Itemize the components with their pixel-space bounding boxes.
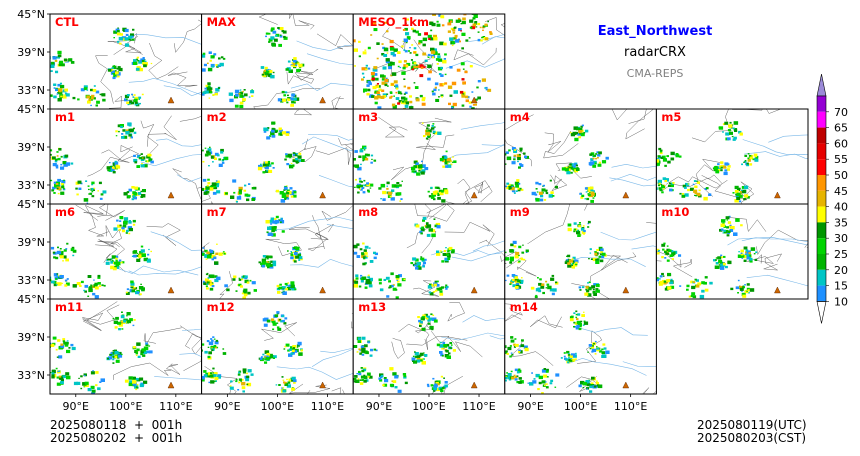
- colorbar-segment: [817, 222, 826, 239]
- map-panel: m12: [201, 298, 354, 395]
- colorbar: 10 15 20 25 30 35 40 45 50 55 60 65 70: [816, 73, 848, 324]
- lon-tick-label: 90°E: [366, 400, 392, 413]
- colorbar-segment: [817, 190, 826, 207]
- colorbar-tick-label: 45: [834, 185, 848, 198]
- lon-tick-label: 100°E: [564, 400, 597, 413]
- lat-tick-label: 45°N: [17, 198, 45, 211]
- panel-label: m11: [55, 300, 83, 314]
- lat-tick-label: 39°N: [17, 331, 45, 344]
- map-panel: m10: [655, 203, 809, 300]
- lat-tick-label: 45°N: [17, 103, 45, 116]
- lat-tick-label: 33°N: [17, 84, 45, 97]
- panel-label: m5: [661, 110, 681, 124]
- map-panel: m3: [352, 108, 506, 205]
- panel-label: MESO_1km: [358, 15, 429, 30]
- lat-tick-label: 39°N: [17, 236, 45, 249]
- colorbar-tick-label: 60: [834, 137, 848, 150]
- map-panel: m6: [49, 203, 203, 300]
- lon-tick-label: 100°E: [109, 400, 142, 413]
- lat-tick-label: 45°N: [17, 8, 45, 21]
- lon-tick-label: 90°E: [63, 400, 89, 413]
- product-title: radarCRX: [624, 45, 686, 60]
- panel-label: m4: [510, 110, 530, 124]
- panel-grid: CTL MAX MESO_1km m1 m2 m3 m4 m5 m6 m7 m8 m9 m10 m11 m1…: [49, 13, 809, 395]
- panel-label: m8: [358, 205, 378, 219]
- colorbar-segment: [817, 238, 826, 254]
- lon-tick-label: 110°E: [462, 400, 495, 413]
- region-title: East_Northwest: [597, 24, 713, 39]
- init-cst: 2025080202 + 001h: [50, 431, 183, 445]
- colorbar-segment: [817, 206, 826, 223]
- map-panel: m13: [352, 298, 506, 395]
- lon-tick-label: 110°E: [614, 400, 647, 413]
- map-panel: m11: [49, 298, 203, 395]
- colorbar-tick-label: 10: [834, 295, 848, 308]
- map-panel: m7: [201, 203, 354, 300]
- colorbar-tick-label: 40: [834, 201, 848, 214]
- panel-label: m14: [510, 300, 538, 314]
- panel-label: m9: [510, 205, 530, 219]
- colorbar-segment: [817, 175, 826, 191]
- colorbar-segment: [817, 159, 826, 175]
- init-utc: 2025080118 + 001h: [50, 418, 183, 432]
- colorbar-tick-label: 35: [834, 216, 848, 229]
- lon-tick-label: 100°E: [412, 400, 445, 413]
- colorbar-segment: [817, 127, 826, 144]
- valid-utc: 2025080119(UTC): [697, 418, 807, 432]
- colorbar-tick-label: 55: [834, 153, 848, 166]
- lat-tick-label: 39°N: [17, 46, 45, 59]
- panel-label: m12: [207, 300, 235, 314]
- lat-tick-label: 33°N: [17, 369, 45, 382]
- lat-tick-label: 33°N: [17, 179, 45, 192]
- lon-tick-label: 100°E: [261, 400, 294, 413]
- panel-label: m1: [55, 110, 75, 124]
- lon-tick-label: 110°E: [311, 400, 344, 413]
- colorbar-tick-label: 65: [834, 122, 848, 135]
- lat-tick-label: 45°N: [17, 293, 45, 306]
- valid-cst: 2025080203(CST): [697, 431, 807, 445]
- colorbar-segment: [817, 96, 826, 112]
- lon-tick-label: 90°E: [214, 400, 240, 413]
- panel-label: CTL: [55, 15, 79, 29]
- map-panel: CTL: [49, 13, 203, 110]
- map-panel: MAX: [201, 13, 354, 110]
- panel-frame: [655, 203, 809, 300]
- panel-label: m13: [358, 300, 386, 314]
- colorbar-segment: [817, 143, 826, 160]
- map-panel: m14: [504, 298, 657, 395]
- map-panel: m4: [504, 108, 657, 205]
- system-title: CMA-REPS: [626, 67, 684, 80]
- lat-tick-label: 33°N: [17, 274, 45, 287]
- colorbar-segment: [817, 285, 826, 302]
- colorbar-segment: [817, 269, 826, 286]
- map-panel: m2: [201, 108, 354, 205]
- lon-tick-label: 90°E: [517, 400, 543, 413]
- map-panel: m9: [504, 203, 657, 300]
- panel-label: m2: [207, 110, 227, 124]
- panel-label: MAX: [207, 15, 236, 29]
- colorbar-extend-bottom: [816, 301, 827, 324]
- map-panel: m5: [655, 108, 809, 205]
- colorbar-extend-top: [816, 73, 827, 97]
- colorbar-tick-label: 30: [834, 232, 848, 245]
- panel-label: m3: [358, 110, 378, 124]
- colorbar-tick-label: 15: [834, 280, 848, 293]
- colorbar-segment: [817, 111, 826, 128]
- axis-ticks: 45°N 39°N 33°N 45°N 39°N 33°N 45°N 39°N 33°N 45°N…: [17, 8, 647, 413]
- panel-label: m10: [661, 205, 689, 219]
- lon-tick-label: 110°E: [159, 400, 192, 413]
- colorbar-tick-label: 70: [834, 106, 848, 119]
- map-panel: MESO_1km: [352, 13, 506, 110]
- map-panel: m8: [352, 203, 506, 300]
- colorbar-tick-label: 25: [834, 248, 848, 261]
- lat-tick-label: 39°N: [17, 141, 45, 154]
- panel-label: m6: [55, 205, 75, 219]
- panel-label: m7: [207, 205, 227, 219]
- colorbar-tick-label: 50: [834, 169, 848, 182]
- colorbar-tick-label: 20: [834, 264, 848, 277]
- colorbar-segment: [817, 254, 826, 270]
